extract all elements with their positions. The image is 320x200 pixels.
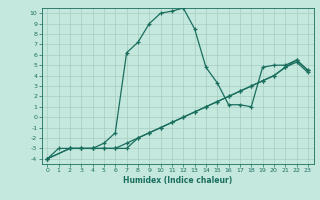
X-axis label: Humidex (Indice chaleur): Humidex (Indice chaleur) <box>123 176 232 185</box>
